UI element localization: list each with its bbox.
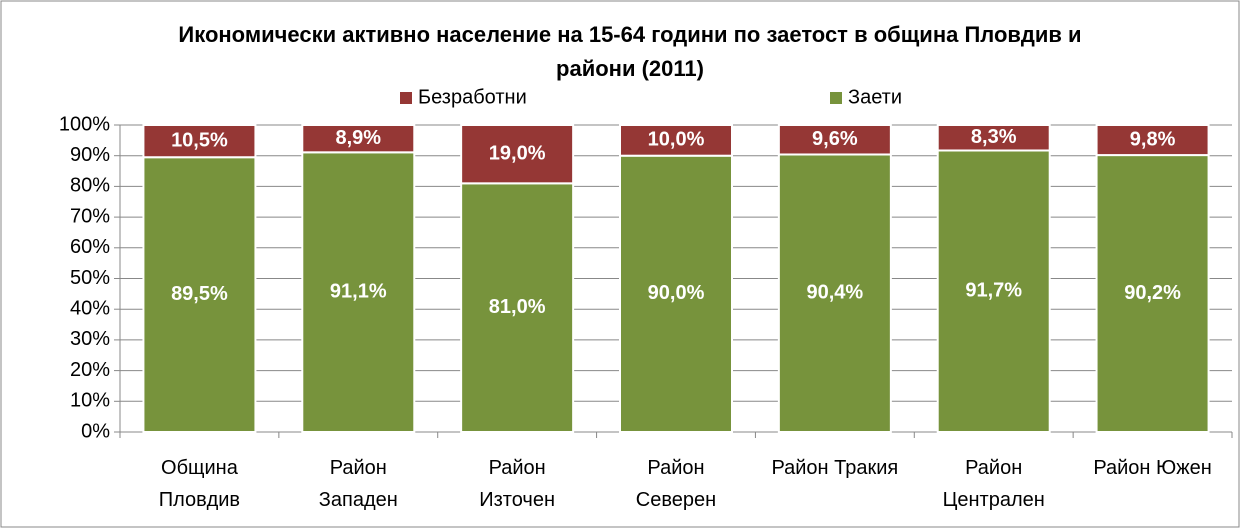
y-tick-label: 100% [59,113,110,135]
x-tick-label: Район Северен [635,457,717,511]
data-label: 91,7% [965,280,1022,302]
bar-segment [619,124,733,157]
data-label: 90,4% [806,282,863,304]
data-label: 81,0% [489,296,546,318]
data-label: 90,0% [648,282,705,304]
x-tick-label: Община Пловдив [158,457,241,511]
legend-swatch [830,92,842,104]
x-tick-label: Район Тракия [771,457,899,479]
x-tick-label: Район Южен [1093,457,1212,479]
y-tick-label: 70% [70,205,110,227]
data-label: 10,0% [648,129,705,151]
bar-segment [1095,124,1210,157]
data-label: 9,6% [812,128,858,150]
data-label: 89,5% [171,283,228,305]
y-tick-label: 80% [70,175,110,197]
bar-segment [460,124,575,185]
y-tick-label: 30% [70,328,110,350]
bar-segment [301,124,416,154]
x-tick-label: Район Централен [942,457,1045,511]
data-label: 8,9% [335,127,381,149]
bar-segment [936,124,1051,152]
y-tick-label: 40% [70,297,110,319]
data-label: 10,5% [171,129,228,151]
data-label: 91,1% [330,280,387,302]
legend-label: Заети [848,86,902,108]
chart-title: Икономически активно население на 15-64 … [178,22,1082,81]
bar-segment [460,182,575,433]
bar-segment [619,154,733,433]
bar-segment [142,124,257,159]
y-tick-label: 90% [70,144,110,166]
y-tick-label: 10% [70,390,110,412]
y-tick-label: 0% [81,420,110,442]
y-tick-label: 50% [70,267,110,289]
bar-segment [936,149,1051,434]
y-tick-label: 20% [70,359,110,381]
data-label: 19,0% [489,142,546,164]
x-tick-label: Район Източен [479,457,556,511]
bar-segment [777,153,892,434]
data-label: 90,2% [1124,282,1181,304]
x-tick-label: Район Западен [318,457,398,511]
bar-segment [1095,154,1210,433]
data-label: 8,3% [971,126,1017,148]
legend-swatch [400,92,412,104]
y-tick-label: 60% [70,236,110,258]
legend-label: Безработни [418,86,527,108]
data-label: 9,8% [1130,128,1176,150]
bar-segment [777,124,892,156]
bar-segment [142,156,257,434]
bar-segment [301,151,416,433]
